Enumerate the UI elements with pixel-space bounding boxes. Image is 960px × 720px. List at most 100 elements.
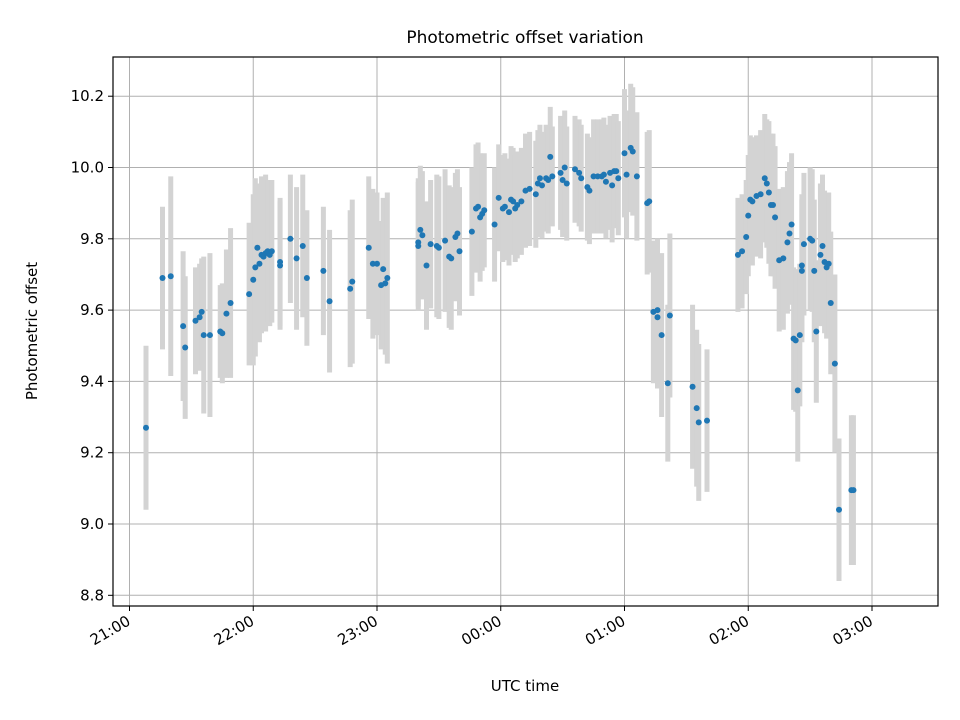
- data-point: [506, 209, 512, 216]
- data-point: [743, 234, 750, 241]
- data-point: [268, 248, 275, 255]
- data-points: [143, 144, 857, 513]
- data-point: [200, 332, 207, 339]
- data-point: [850, 487, 857, 494]
- data-point: [757, 191, 764, 198]
- data-point: [794, 387, 801, 394]
- x-axis-label: UTC time: [491, 677, 559, 695]
- data-point: [369, 260, 376, 267]
- data-point: [347, 285, 354, 292]
- data-point: [761, 175, 768, 182]
- data-point: [613, 168, 620, 175]
- data-point: [326, 298, 333, 305]
- data-point: [798, 262, 805, 269]
- data-point: [539, 182, 545, 189]
- data-point: [456, 248, 463, 255]
- data-point: [419, 232, 426, 239]
- data-point: [454, 230, 461, 237]
- data-point: [745, 212, 752, 219]
- y-tick-label: 10.0: [71, 159, 104, 177]
- data-point: [796, 332, 803, 339]
- y-tick-label: 9.0: [80, 515, 104, 533]
- data-point: [594, 173, 601, 180]
- data-point: [561, 164, 568, 171]
- data-point: [693, 405, 700, 412]
- data-point: [563, 180, 570, 187]
- data-point: [501, 203, 508, 210]
- data-point: [442, 237, 449, 244]
- data-point: [786, 230, 793, 237]
- data-point: [536, 175, 543, 182]
- data-point: [532, 191, 539, 198]
- data-point: [809, 237, 816, 244]
- data-point: [518, 198, 525, 205]
- data-point: [427, 241, 434, 248]
- data-point: [277, 258, 284, 265]
- data-point: [590, 173, 597, 180]
- data-point: [349, 278, 356, 285]
- data-point: [549, 173, 556, 180]
- data-point: [287, 235, 294, 242]
- data-point: [633, 173, 640, 180]
- y-tick-label: 9.6: [80, 301, 104, 319]
- data-point: [621, 150, 628, 157]
- data-point: [246, 291, 253, 298]
- y-tick-label: 9.2: [80, 444, 104, 462]
- data-point: [819, 242, 826, 249]
- data-point: [798, 267, 805, 274]
- data-point: [770, 201, 776, 208]
- data-point: [695, 419, 702, 426]
- data-point: [572, 166, 578, 173]
- data-point: [206, 332, 213, 339]
- data-point: [415, 239, 422, 246]
- plot-frame: [112, 56, 939, 607]
- data-point: [811, 267, 818, 274]
- data-point: [380, 266, 387, 273]
- data-point: [481, 207, 488, 214]
- data-point: [167, 273, 174, 280]
- data-point: [293, 255, 300, 262]
- data-point: [836, 506, 842, 513]
- data-point: [559, 176, 566, 183]
- data-point: [227, 299, 234, 306]
- data-point: [654, 307, 661, 314]
- data-point: [739, 248, 746, 255]
- y-tick-label: 10.2: [71, 87, 104, 105]
- data-point: [784, 239, 791, 246]
- data-point: [557, 169, 564, 176]
- data-point: [192, 317, 199, 324]
- y-tick-label: 9.4: [80, 372, 104, 390]
- data-point: [666, 312, 673, 319]
- data-point: [780, 255, 787, 262]
- y-axis-ticks: 8.8 9.0 9.2 9.4 9.6 9.8 10.0 10.2: [71, 87, 113, 604]
- data-point: [320, 267, 327, 274]
- data-point: [646, 198, 653, 205]
- data-point: [435, 244, 442, 251]
- data-point: [252, 264, 259, 271]
- data-point: [495, 194, 502, 201]
- data-point: [299, 242, 306, 249]
- data-point: [788, 221, 795, 228]
- data-point: [664, 380, 671, 387]
- data-point: [159, 275, 166, 282]
- data-point: [825, 260, 832, 267]
- data-point: [609, 182, 616, 189]
- data-point: [547, 153, 554, 160]
- data-point: [510, 198, 517, 205]
- data-point: [384, 275, 391, 282]
- data-point: [800, 241, 807, 248]
- y-tick-label: 8.8: [80, 586, 104, 604]
- data-point: [578, 175, 585, 182]
- data-point: [196, 314, 203, 321]
- data-point: [817, 251, 824, 258]
- data-point: [219, 330, 226, 337]
- data-point: [143, 424, 149, 431]
- data-point: [629, 148, 636, 155]
- data-point: [223, 310, 230, 317]
- data-point: [576, 169, 583, 176]
- data-point: [250, 276, 257, 283]
- data-point: [831, 360, 838, 367]
- data-point: [600, 171, 607, 178]
- y-axis-label: Photometric offset: [23, 262, 41, 400]
